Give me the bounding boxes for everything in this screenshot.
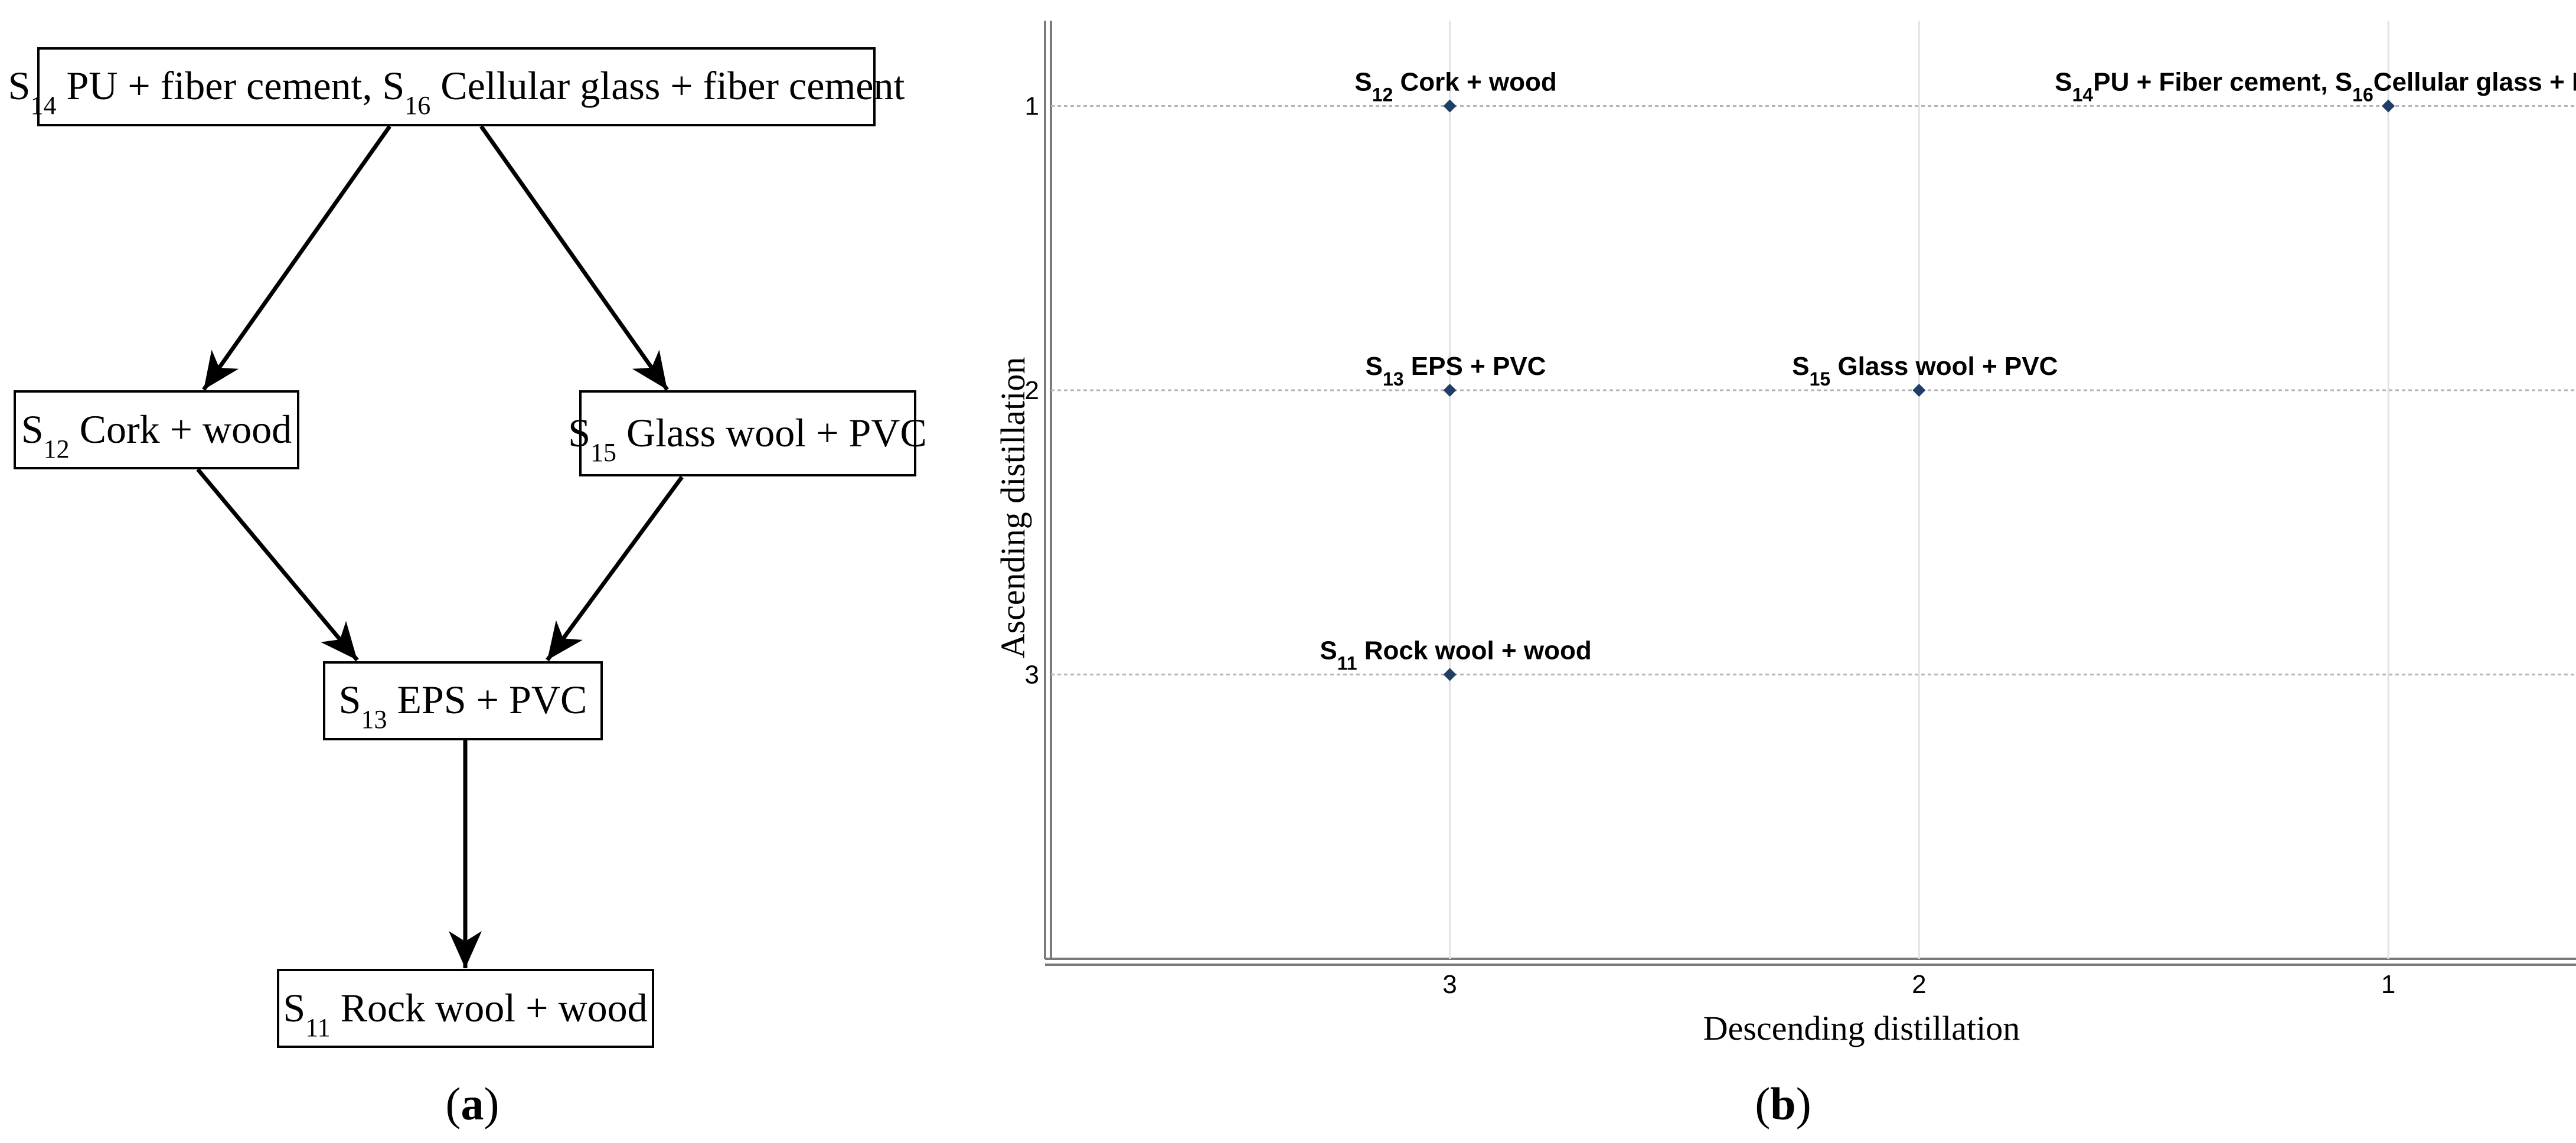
y-tick-label: 3 <box>1025 660 1039 689</box>
point-label: S11 Rock wool + wood <box>1320 636 1591 674</box>
axes-frame <box>1044 21 2576 966</box>
point-label: S13 EPS + PVC <box>1366 352 1546 390</box>
data-point <box>1912 383 1926 397</box>
node-top: S14 PU + fiber cement, S16 Cellular glas… <box>8 47 905 126</box>
x-tick-label: 1 <box>2381 970 2395 999</box>
panel-b-caption: (b) <box>1755 1078 1811 1129</box>
y-tick-labels: 1 2 3 <box>1025 92 1039 689</box>
data-points <box>1443 99 2395 681</box>
grid-lines <box>1051 21 2576 959</box>
node-left-label: S12 Cork + wood <box>21 407 292 463</box>
diagram-edges <box>196 125 684 968</box>
edge-right-to-middle <box>546 475 684 662</box>
point-label: S14PU + Fiber cement, S16Cellular glass … <box>2055 67 2576 105</box>
panel-a-caption: (a) <box>446 1078 499 1129</box>
y-tick-label: 1 <box>1025 92 1039 120</box>
x-tick-label: 2 <box>1912 970 1926 999</box>
panel-a-diagram: S14 PU + fiber cement, S16 Cellular glas… <box>8 47 927 1129</box>
edge-top-to-left <box>202 125 391 391</box>
node-top-label: S14 PU + fiber cement, S16 Cellular glas… <box>8 63 905 120</box>
point-label: S12 Cork + wood <box>1354 67 1556 105</box>
data-point <box>2382 99 2395 113</box>
edge-left-to-middle <box>196 468 359 662</box>
y-axis-label: Ascending distillation <box>994 357 1032 659</box>
node-middle: S13 EPS + PVC <box>323 661 603 740</box>
y-tick-label: 2 <box>1025 376 1039 405</box>
node-right-label: S15 Glass wool + PVC <box>568 410 927 467</box>
x-axis-label: Descending distillation <box>1703 1009 2020 1047</box>
node-bottom-label: S11 Rock wool + wood <box>283 985 647 1042</box>
node-right: S15 Glass wool + PVC <box>568 390 927 476</box>
data-point <box>1443 99 1457 113</box>
x-tick-label: 3 <box>1442 970 1457 999</box>
data-point <box>1443 668 1457 681</box>
node-middle-label: S13 EPS + PVC <box>339 677 587 734</box>
data-point <box>1443 383 1457 397</box>
node-left: S12 Cork + wood <box>14 390 299 469</box>
panel-b-chart: 3 2 1 1 2 3 S12 Cork + wood S14PU + Fiber cem… <box>994 21 2576 1129</box>
x-tick-labels: 3 2 1 <box>1442 970 2395 999</box>
edge-top-to-right <box>479 125 669 391</box>
point-label: S15 Glass wool + PVC <box>1792 352 2058 390</box>
point-labels: S12 Cork + wood S14PU + Fiber cement, S16… <box>1320 67 2576 674</box>
node-bottom: S11 Rock wool + wood <box>277 969 654 1048</box>
